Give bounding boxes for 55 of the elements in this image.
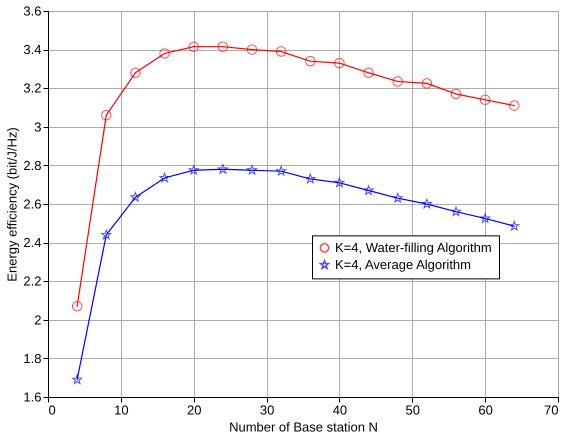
- x-tick-label: 0: [48, 402, 56, 418]
- point: [422, 198, 432, 208]
- x-tick-label: 10: [114, 402, 129, 418]
- point: [450, 206, 462, 216]
- point: [188, 164, 199, 175]
- point: [246, 164, 258, 175]
- legend-label: K=4, Water-filling Algorithm: [335, 240, 492, 255]
- point: [130, 68, 141, 78]
- y-tick-label: 2: [34, 312, 42, 328]
- point: [130, 192, 140, 202]
- x-tick-label: 70: [544, 402, 558, 418]
- y-axis-title: Energy efficiency (bit/J/Hz): [4, 127, 20, 282]
- point: [509, 100, 520, 111]
- point: [218, 164, 228, 174]
- x-tick-label: 50: [406, 402, 420, 418]
- point: [276, 46, 286, 57]
- point: [305, 56, 316, 66]
- point: [480, 213, 490, 223]
- y-tick-label: 2.4: [23, 235, 42, 250]
- point: [392, 76, 403, 87]
- point: [101, 110, 112, 120]
- point: [363, 68, 374, 78]
- point: [509, 220, 520, 231]
- x-tick-label: 30: [260, 402, 274, 418]
- y-tick-label: 3.4: [23, 42, 42, 58]
- point: [159, 48, 170, 59]
- point: [188, 41, 199, 52]
- legend-label: K=4, Average Algorithm: [335, 256, 471, 272]
- point: [276, 166, 286, 176]
- y-tick-label: 3: [34, 119, 42, 134]
- x-axis-title: Number of Base station N: [229, 420, 378, 434]
- y-tick-label: 3.2: [23, 80, 42, 96]
- y-tick-label: 2.8: [23, 158, 42, 173]
- y-tick-label: 1.8: [23, 350, 42, 366]
- y-tick-label: 2.2: [23, 274, 42, 289]
- point: [334, 58, 345, 68]
- x-tick-label: 40: [332, 402, 348, 418]
- point: [101, 230, 112, 240]
- point: [305, 174, 316, 184]
- point: [480, 94, 490, 106]
- y-tick-label: 1.6: [23, 390, 42, 404]
- point: [218, 41, 228, 52]
- y-tick-label: 2.6: [23, 196, 42, 212]
- x-tick-label: 20: [186, 402, 202, 418]
- point: [450, 88, 462, 100]
- y-tick-label: 3.6: [23, 4, 42, 18]
- point: [72, 374, 82, 384]
- point: [364, 185, 374, 195]
- point: [422, 78, 432, 89]
- point: [334, 178, 344, 188]
- point: [392, 192, 403, 203]
- point: [160, 172, 170, 182]
- x-tick-label: 60: [478, 402, 493, 418]
- point: [246, 44, 258, 55]
- point: [72, 301, 82, 312]
